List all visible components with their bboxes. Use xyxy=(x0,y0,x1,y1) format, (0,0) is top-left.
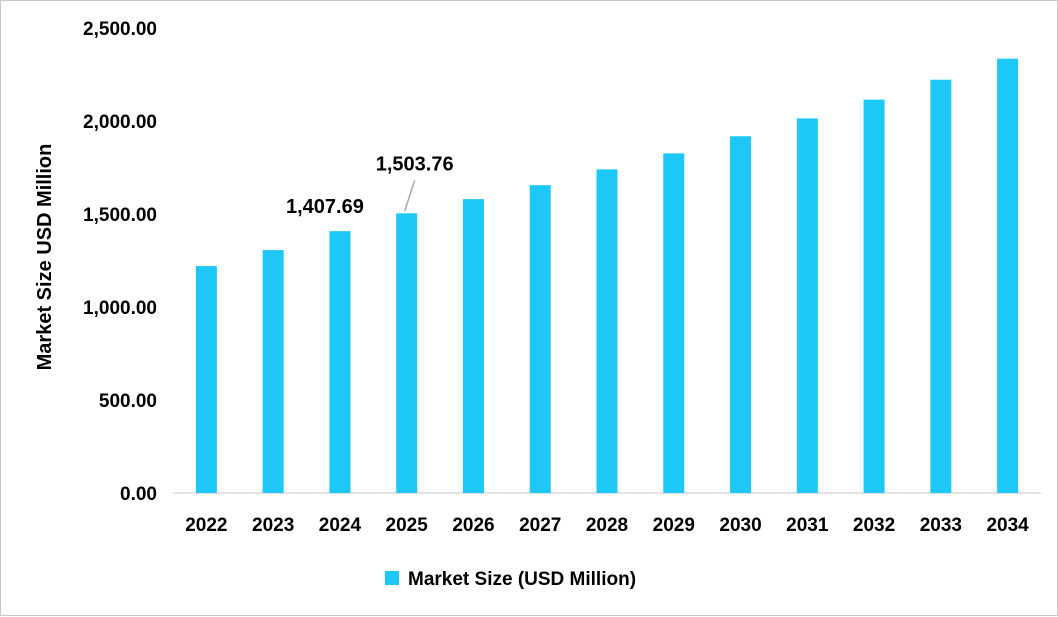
bar-2030 xyxy=(730,136,752,493)
x-tick-label: 2025 xyxy=(386,515,429,536)
y-tick-label: 2,500.00 xyxy=(83,19,157,40)
bar-2026 xyxy=(462,199,484,493)
bar-2022 xyxy=(195,266,217,493)
bar-2025 xyxy=(396,213,418,493)
x-tick-label: 2027 xyxy=(519,515,561,536)
bar-2024 xyxy=(329,231,351,493)
bar-2023 xyxy=(262,250,284,493)
x-tick-label: 2028 xyxy=(586,515,628,536)
data-label-2025: 1,503.76 xyxy=(376,153,454,175)
y-axis-ticks: 0.00 500.00 1,000.00 1,500.00 2,000.00 2,500.… xyxy=(83,19,157,505)
x-tick-label: 2030 xyxy=(719,515,761,536)
data-labels: 1,407.69 1,503.76 xyxy=(286,153,454,218)
legend-swatch xyxy=(385,571,399,585)
x-tick-label: 2029 xyxy=(653,515,695,536)
y-axis-title: Market Size USD Million xyxy=(34,144,56,371)
y-tick-label: 0.00 xyxy=(120,484,157,505)
data-label-2024: 1,407.69 xyxy=(286,196,364,218)
x-tick-label: 2034 xyxy=(986,515,1029,536)
y-axis-title-group: Market Size USD Million xyxy=(34,144,56,371)
y-tick-label: 500.00 xyxy=(99,391,157,412)
x-tick-label: 2032 xyxy=(853,515,895,536)
bar-2027 xyxy=(529,185,551,494)
x-tick-label: 2026 xyxy=(452,515,494,536)
x-axis-ticks: 2022 2023 2024 2025 2026 2027 2028 2029 2030 2031… xyxy=(185,515,1029,536)
x-tick-label: 2023 xyxy=(252,515,294,536)
bars xyxy=(195,58,1019,494)
x-tick-label: 2033 xyxy=(920,515,962,536)
y-tick-label: 2,000.00 xyxy=(83,112,157,133)
data-label-leader-line xyxy=(403,180,416,212)
bar-2034 xyxy=(997,58,1019,493)
x-tick-label: 2022 xyxy=(185,515,227,536)
x-tick-label: 2031 xyxy=(786,515,829,536)
bar-2032 xyxy=(863,99,885,494)
y-tick-label: 1,500.00 xyxy=(83,205,157,226)
bar-2028 xyxy=(596,169,618,494)
bar-2031 xyxy=(796,118,818,494)
legend-label: Market Size (USD Million) xyxy=(408,569,636,590)
x-tick-label: 2024 xyxy=(319,515,362,536)
legend: Market Size (USD Million) xyxy=(385,569,636,590)
bar-2033 xyxy=(930,79,952,493)
y-tick-label: 1,000.00 xyxy=(83,298,157,319)
bar-2029 xyxy=(663,153,685,493)
